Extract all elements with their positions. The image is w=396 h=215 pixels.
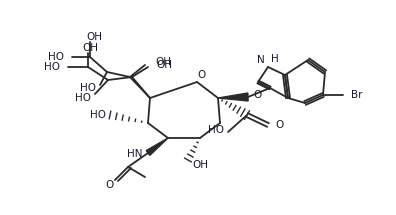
Text: HO: HO [208,125,224,135]
Text: Br: Br [351,90,362,100]
Text: HO: HO [44,62,60,72]
Text: OH: OH [82,43,98,53]
Text: H: H [271,54,279,64]
Text: HO: HO [90,110,106,120]
Text: O: O [197,70,205,80]
Text: HO: HO [48,52,64,62]
Text: OH: OH [156,60,172,70]
Text: HO: HO [75,93,91,103]
Text: OH: OH [192,160,208,170]
Text: N: N [257,55,265,65]
Polygon shape [218,93,248,101]
Text: O: O [106,180,114,190]
Text: OH: OH [86,32,102,42]
Text: OH: OH [155,57,171,67]
Text: HN: HN [126,149,142,159]
Text: O: O [253,90,261,100]
Polygon shape [146,138,168,155]
Text: O: O [275,120,283,130]
Text: HO: HO [80,83,96,93]
